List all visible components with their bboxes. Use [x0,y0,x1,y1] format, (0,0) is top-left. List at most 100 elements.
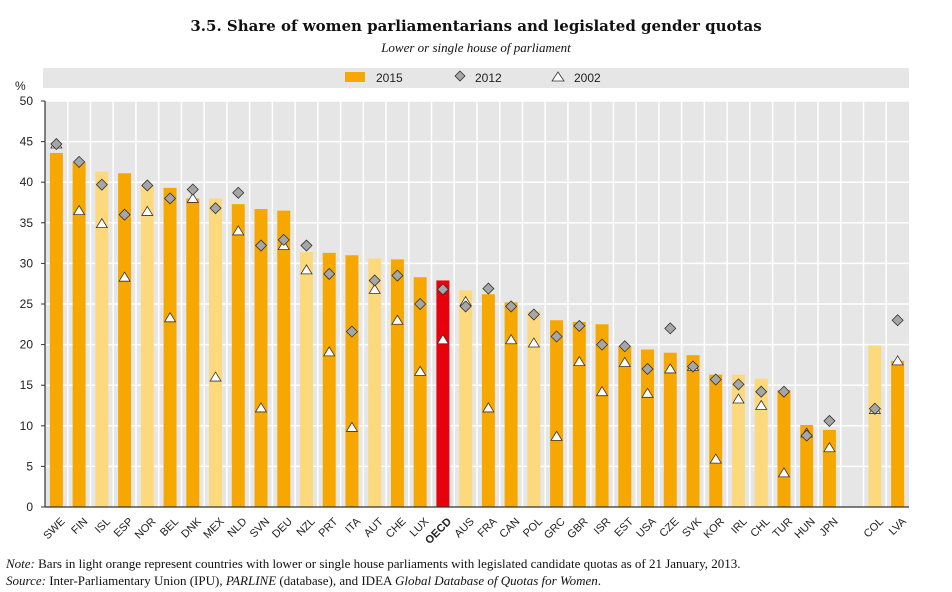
marker-2012-BEL [163,192,177,205]
bar-CAN [504,302,518,507]
marker-2012-AUT [368,274,381,287]
legend-label: 2002 [574,71,601,85]
marker-2002-TUR [777,467,791,478]
y-tick-label: 15 [20,378,34,392]
note-label: Note: [6,556,35,571]
marker-2012-SVN [254,239,268,252]
marker-2012-CAN [505,300,518,313]
note-text: Bars in light orange represent countries… [34,556,741,571]
bar-CZE [663,352,677,507]
marker-2002-IRL [732,393,745,404]
bar-OECD [436,280,450,507]
x-tick-label: LVA [887,515,910,538]
marker-2002-MEX [209,371,222,382]
marker-2002-ESP [118,271,131,282]
marker-2002-ITA [345,421,359,432]
y-tick-label: 25 [20,297,34,311]
legend-triangle-icon [551,71,565,82]
marker-2012-ISR [595,338,609,351]
marker-2012-LUX [414,297,427,311]
marker-2012-NZL [300,239,313,252]
marker-2002-CHE [391,314,404,325]
marker-2012-GRC [550,330,563,343]
bar-ITA [345,255,359,507]
x-tick-label: NLD [225,516,249,540]
bar-NLD [231,204,245,507]
marker-2002-NLD [232,225,245,236]
marker-2012-POL [527,308,540,321]
x-tick-label: SVN [248,516,273,541]
x-tick-label: JPN [817,516,840,539]
x-tick-label: COL [862,516,886,540]
marker-2002-AUT [368,283,381,294]
y-tick-label: 30 [20,256,34,270]
marker-2002-GBR [573,355,586,367]
marker-2002-ISL [95,217,109,229]
x-tick-label: IRL [729,516,750,537]
source-italic: PARLINE [225,573,277,588]
marker-2012-USA [641,362,654,376]
legend-swatch-2015 [345,72,365,82]
marker-2012-EST [618,340,631,353]
x-tick-label: CZE [657,516,681,540]
bar-GRC [550,320,564,507]
bar-LVA [891,360,905,507]
x-tick-label: FIN [69,516,90,537]
chart-title: 3.5. Share of women parliamentarians and… [190,17,762,35]
x-tick-label: ITA [343,515,363,535]
marker-2012-COL [868,402,881,415]
bar-FIN [72,161,86,507]
marker-2002-EST [618,356,632,367]
x-tick-label: GRC [542,516,568,542]
bar-AUT [368,258,382,507]
bar-SWE [49,152,63,507]
y-axis-label: % [15,79,26,93]
x-tick-label: ISR [592,516,613,537]
marker-2012-SVK [686,360,700,373]
marker-2012-KOR [709,373,722,386]
marker-2002-FIN [72,204,86,216]
bar-DEU [277,210,291,507]
bar-SVN [254,208,268,507]
marker-2002-FRA [482,402,495,413]
marker-2012-DEU [277,233,290,246]
y-tick-label: 50 [20,94,34,108]
marker-2012-JPN [823,414,836,427]
source-italic: Global Database of Quotas for Women [394,573,598,588]
chart-subtitle: Lower or single house of parliament [381,40,571,55]
legend-label: 2015 [376,71,403,85]
marker-2012-CHE [391,269,404,282]
x-tick-label: SWE [41,516,67,542]
bar-PRT [322,252,336,507]
x-tick-label: CHL [748,516,772,540]
bar-JPN [822,429,836,507]
marker-2012-ITA [345,325,359,338]
bar-MEX [209,198,223,507]
marker-2012-TUR [777,385,791,398]
marker-2002-LVA [891,355,904,366]
y-tick-label: 35 [20,216,34,230]
bar-BEL [163,187,177,507]
marker-2012-NLD [232,186,245,199]
marker-2012-CHL [755,385,768,398]
x-tick-label: CHE [384,516,409,541]
bar-USA [641,349,655,507]
marker-2012-FIN [73,155,86,168]
bar-ISL [95,171,109,508]
x-tick-label: HUN [793,516,818,541]
x-tick-label: USA [634,515,659,540]
x-tick-label: PRT [317,516,341,540]
x-tick-label: AUS [452,516,476,540]
bar-AUS [459,290,473,507]
bar-EST [618,346,632,507]
y-tick-label: 5 [26,459,33,473]
source-text: . [597,573,602,588]
bar-CHL [754,378,768,507]
bar-SVK [686,355,700,507]
marker-2002-BEL [163,312,177,323]
marker-2012-PRT [323,267,336,281]
bar-HUN [800,424,814,507]
marker-2002-LUX [413,365,427,376]
marker-2002-KOR [709,453,722,464]
bar-GBR [572,321,586,507]
